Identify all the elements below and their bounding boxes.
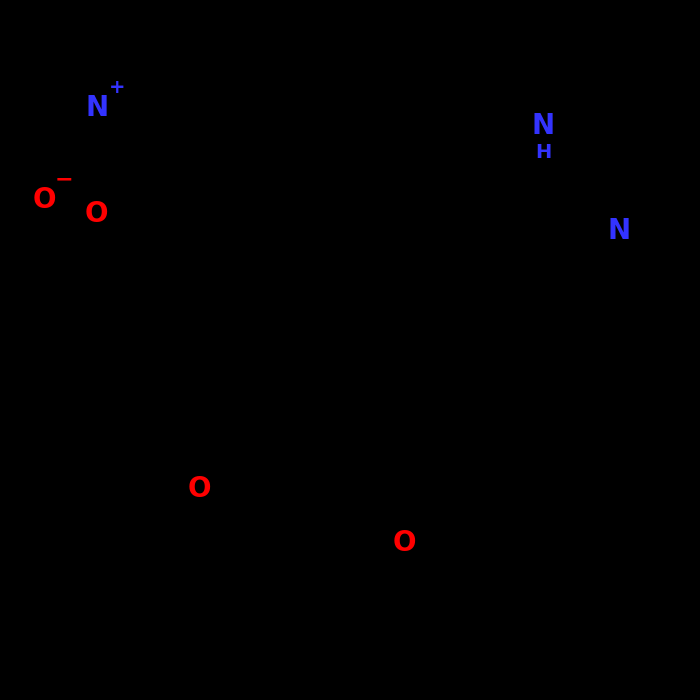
Text: N: N	[532, 113, 555, 141]
Text: O: O	[392, 529, 416, 557]
Text: O: O	[85, 200, 108, 228]
Text: H: H	[536, 143, 552, 162]
Text: N: N	[608, 217, 631, 245]
Text: O: O	[32, 186, 56, 214]
Text: O: O	[188, 475, 211, 503]
Text: N: N	[85, 94, 108, 122]
Text: +: +	[109, 78, 125, 97]
Text: −: −	[55, 169, 74, 190]
